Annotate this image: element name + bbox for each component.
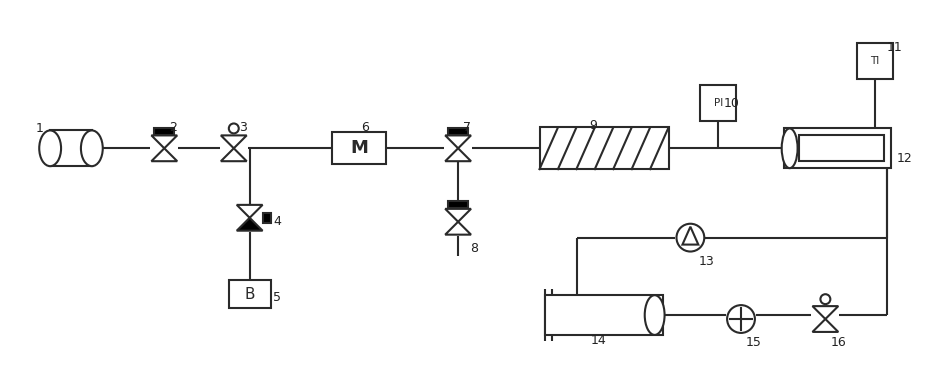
Text: M: M — [349, 139, 367, 157]
Text: 13: 13 — [698, 255, 714, 267]
Polygon shape — [813, 306, 838, 319]
Circle shape — [229, 123, 239, 133]
Bar — [701, 85, 736, 120]
Text: B: B — [244, 287, 255, 302]
Text: 2: 2 — [170, 120, 177, 133]
Text: 6: 6 — [361, 120, 368, 133]
Polygon shape — [445, 209, 471, 222]
Circle shape — [676, 224, 705, 252]
Polygon shape — [221, 148, 246, 161]
Text: PI: PI — [713, 98, 723, 108]
Ellipse shape — [781, 129, 797, 168]
Bar — [448, 128, 468, 135]
Text: 11: 11 — [887, 41, 902, 54]
Bar — [154, 128, 174, 135]
Text: 1: 1 — [35, 123, 44, 135]
Bar — [784, 129, 891, 168]
Text: 3: 3 — [239, 120, 246, 133]
Ellipse shape — [39, 130, 61, 166]
Bar — [229, 280, 271, 308]
Polygon shape — [152, 148, 177, 161]
Bar — [545, 295, 663, 335]
Polygon shape — [237, 218, 262, 231]
Text: 9: 9 — [589, 118, 597, 132]
Polygon shape — [445, 222, 471, 235]
Polygon shape — [683, 227, 698, 244]
Bar — [262, 213, 271, 223]
Text: 10: 10 — [724, 97, 740, 110]
Bar — [332, 132, 385, 164]
Text: 5: 5 — [274, 291, 281, 304]
Ellipse shape — [645, 295, 665, 335]
Circle shape — [820, 294, 831, 304]
Text: 16: 16 — [831, 336, 846, 349]
Polygon shape — [152, 135, 177, 148]
Text: 15: 15 — [746, 336, 761, 349]
Bar — [540, 127, 669, 169]
Polygon shape — [445, 148, 471, 161]
Text: 7: 7 — [463, 120, 471, 133]
Polygon shape — [813, 319, 838, 332]
Polygon shape — [237, 205, 262, 218]
Ellipse shape — [80, 130, 103, 166]
Polygon shape — [221, 135, 246, 148]
Text: 14: 14 — [591, 334, 607, 347]
Bar — [798, 135, 884, 161]
Circle shape — [727, 305, 755, 333]
Text: 12: 12 — [897, 152, 913, 165]
Bar — [448, 202, 468, 208]
Text: 8: 8 — [470, 242, 478, 255]
Text: TI: TI — [870, 56, 880, 66]
Polygon shape — [445, 135, 471, 148]
Text: 4: 4 — [274, 215, 281, 228]
Bar — [50, 130, 92, 166]
Bar — [857, 43, 893, 79]
